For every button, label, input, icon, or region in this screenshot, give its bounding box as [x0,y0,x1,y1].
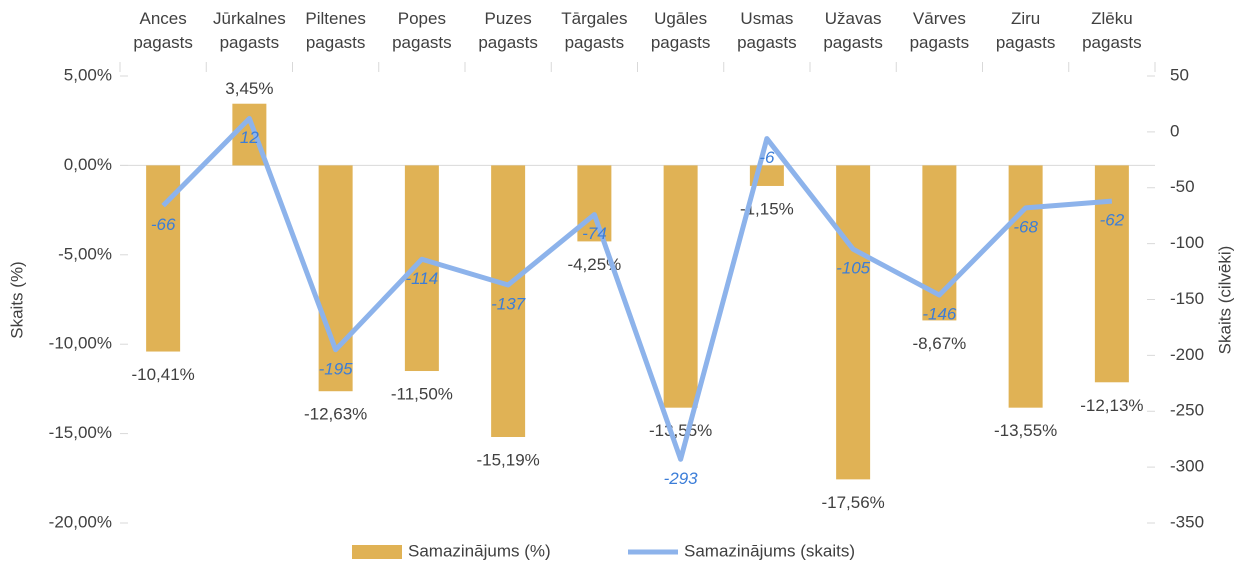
x-tick-label-line: Popes [398,9,446,28]
line-value-label: -137 [491,294,526,313]
x-tick-label-line: Zlēku [1091,9,1133,28]
bar-value-label: -15,19% [476,450,539,469]
x-tick-label-line: pagasts [133,33,193,52]
x-tick-label-line: Ugāles [654,9,707,28]
y2-tick-label: -300 [1170,457,1204,476]
x-tick-label: Vārves pagasts [910,9,970,52]
x-tick-label: Usmas pagasts [737,9,797,52]
bar-value-label: -1,15% [740,199,794,218]
bar [1008,165,1043,408]
y2-axis-title: Skaits (cilvēki) [1215,246,1234,355]
bar-value-label: -8,67% [912,334,966,353]
line-value-label: -114 [405,269,438,288]
y2-tick-label: -150 [1170,289,1204,308]
x-tick-label-line: pagasts [306,33,366,52]
y2-tick-label: -350 [1170,512,1204,531]
x-tick-label-line: pagasts [565,33,625,52]
x-tick-label-line: pagasts [1082,33,1142,52]
x-tick-label-line: Ziru [1011,9,1040,28]
bar [836,165,871,480]
x-tick-label-line: Tārgales [561,9,627,28]
x-tick-label-line: pagasts [910,33,970,52]
bar [663,165,698,408]
x-tick-label-line: pagasts [823,33,883,52]
bar-value-label: 3,45% [225,79,273,98]
line-value-label: 12 [240,128,259,147]
y2-tick-label: -100 [1170,233,1204,252]
x-tick-label: Užavas pagasts [823,9,883,52]
line-value-label: -195 [319,359,354,378]
bar-value-label: -11,50% [391,385,453,404]
x-tick-label-line: pagasts [737,33,797,52]
y2-tick-label: 50 [1170,65,1189,84]
x-tick-label: Tārgales pagasts [561,9,627,52]
y-tick-label: 5,00% [64,65,112,84]
line [161,115,1113,462]
x-tick-label-line: Užavas [825,9,882,28]
bar [318,165,353,392]
x-tick-label-line: Usmas [740,9,793,28]
y-tick-label: -5,00% [58,244,112,263]
x-tick-label: Ances pagasts [133,9,193,52]
y2-tick-label: 0 [1170,121,1179,140]
bar [1094,165,1129,383]
line-value-label: -293 [664,469,699,488]
y-axis-title: Skaits (%) [7,261,26,338]
x-tick-label: Puzes pagasts [478,9,538,52]
x-tick-label-line: pagasts [392,33,452,52]
bar-value-label: -13,55% [994,421,1057,440]
x-tick-label-line: Puzes [485,9,532,28]
y2-tick-label: -250 [1170,401,1204,420]
bar [491,165,526,437]
line-value-label: -6 [759,148,775,167]
x-tick-label: Ziru pagasts [996,9,1056,52]
y-tick-label: -15,00% [49,423,112,442]
line-value-label: -74 [582,224,607,243]
x-tick-label-line: Piltenes [305,9,365,28]
x-tick-label-line: pagasts [651,33,711,52]
x-tick-label: Zlēku pagasts [1082,9,1142,52]
bar-value-label: -12,63% [304,405,367,424]
bar [577,165,612,242]
y-tick-label: 0,00% [64,155,112,174]
y-tick-label: -20,00% [49,512,112,531]
y2-tick-label: -50 [1170,177,1195,196]
x-tick-label-line: pagasts [220,33,280,52]
y2-tick-label: -200 [1170,345,1204,364]
bar-value-label: -12,13% [1080,396,1143,415]
x-tick-label: Popes pagasts [392,9,452,52]
line-value-label: -66 [151,215,176,234]
line-value-label: -68 [1013,217,1038,236]
line-value-label: -146 [922,305,957,324]
y-tick-label: -10,00% [49,334,112,353]
x-tick-label-line: Jūrkalnes [213,9,286,28]
line-value-label: -62 [1100,211,1125,230]
bar-value-label: -17,56% [821,493,884,512]
x-tick-label-line: Ances [140,9,187,28]
x-tick-label-line: pagasts [996,33,1056,52]
x-tick-label-line: Vārves [913,9,966,28]
legend-swatch [352,545,402,559]
bar-value-label: -13,55% [649,421,712,440]
legend-label: Samazinājums (skaits) [684,541,855,560]
bar-value-label: -10,41% [131,365,194,384]
line-value-label: -105 [836,259,871,278]
x-tick-label: Ugāles pagasts [651,9,711,52]
legend-label: Samazinājums (%) [408,541,551,560]
x-tick-label: Jūrkalnes pagasts [213,9,286,52]
x-tick-label-line: pagasts [478,33,538,52]
x-tick-label: Piltenes pagasts [305,9,365,52]
